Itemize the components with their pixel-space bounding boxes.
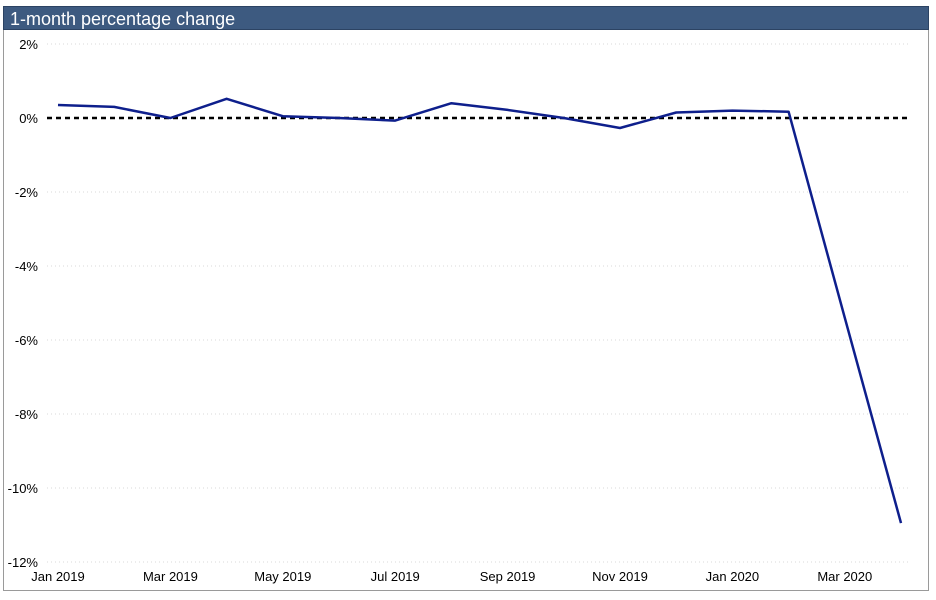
series-line [57,97,903,524]
y-tick-label: -12% [8,555,39,570]
chart-title-bar: 1-month percentage change [3,6,929,30]
x-tick-label: Nov 2019 [592,569,648,584]
y-axis: 2% 0% -2% -4% -6% -8% -10% -12% [8,37,39,570]
series-group [57,97,903,524]
x-tick-label: Jan 2020 [706,569,760,584]
x-tick-label: Jan 2019 [31,569,85,584]
y-tick-label: -4% [15,259,39,274]
chart-frame [3,6,929,591]
y-tick-label: -6% [15,333,39,348]
chart-title: 1-month percentage change [10,9,236,29]
x-axis: Jan 2019 Mar 2019 May 2019 Jul 2019 Sep 2019… [31,569,872,584]
gridlines [47,43,910,563]
x-tick-label: Mar 2019 [143,569,198,584]
y-tick-label: -10% [8,481,39,496]
y-tick-label: -8% [15,407,39,422]
x-tick-label: Sep 2019 [480,569,536,584]
y-tick-label: 0% [19,111,38,126]
x-tick-label: Jul 2019 [371,569,420,584]
y-tick-label: -2% [15,185,39,200]
x-tick-label: Mar 2020 [817,569,872,584]
y-tick-label: 2% [19,37,38,52]
x-tick-label: May 2019 [254,569,311,584]
